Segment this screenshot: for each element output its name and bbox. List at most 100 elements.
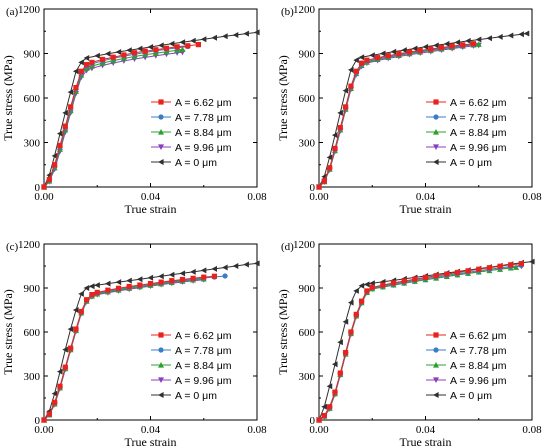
y-tick-label: 600 <box>24 93 41 105</box>
legend-marker <box>158 392 164 398</box>
data-point <box>359 60 365 66</box>
data-point <box>62 364 68 370</box>
data-point <box>433 273 439 279</box>
legend-marker <box>433 377 439 383</box>
data-point <box>254 29 260 36</box>
data-point <box>326 154 333 161</box>
data-point <box>41 417 47 423</box>
legend-marker <box>158 144 164 150</box>
legend-item: A = 0 μm <box>151 157 217 169</box>
data-point <box>89 59 95 65</box>
y-tick-label: 0 <box>35 182 41 194</box>
chart-panel-1: 0 300 600 900 1200 0.00 0.04 0.08 True strain Tru… <box>1 4 267 216</box>
y-tick-label: 900 <box>24 283 41 295</box>
data-point <box>348 329 354 335</box>
data-point <box>200 267 207 274</box>
y-tick-label: 600 <box>24 327 41 339</box>
data-point <box>363 281 370 288</box>
series-line <box>43 275 215 421</box>
legend-item: A = 0 μm <box>151 390 217 402</box>
y-tick-label: 0 <box>35 415 41 427</box>
legend-label: A = 7.78 μm <box>175 345 232 357</box>
data-point <box>443 40 450 47</box>
data-point <box>337 125 343 131</box>
legend-label: A = 6.62 μm <box>175 97 232 109</box>
data-point <box>222 33 228 40</box>
data-point <box>327 165 333 171</box>
series-line <box>318 33 527 188</box>
x-tick-label: 0.04 <box>416 191 436 203</box>
data-point <box>110 54 116 60</box>
data-point <box>254 260 260 267</box>
data-point <box>243 30 249 37</box>
legend-item: A = 6.62 μm <box>151 97 232 109</box>
data-point <box>51 152 58 159</box>
data-point <box>222 273 228 279</box>
data-point <box>331 361 338 368</box>
chart-panel-4: 0 300 600 900 1200 0.00 0.04 0.08 True strain Tru… <box>276 239 542 447</box>
legend-label: A = 7.78 μm <box>175 112 232 124</box>
y-axis-label: True stress (MPa) <box>276 55 290 141</box>
data-point <box>67 326 74 333</box>
data-point <box>385 53 391 59</box>
data-point <box>56 130 63 137</box>
data-point <box>454 39 461 46</box>
data-point <box>84 297 90 303</box>
legend-marker <box>158 114 164 120</box>
panel-label: (b) <box>281 6 294 18</box>
data-point <box>158 42 164 49</box>
x-tick-label: 0.04 <box>141 191 161 203</box>
x-axis-label: True strain <box>400 202 452 216</box>
y-axis-label: True stress (MPa) <box>276 289 290 375</box>
data-point <box>337 370 343 376</box>
data-point <box>211 273 217 279</box>
data-point <box>422 43 429 50</box>
data-point <box>94 282 100 289</box>
legend-label: A = 8.84 μm <box>175 127 232 139</box>
data-point <box>401 278 407 284</box>
data-point <box>56 368 63 375</box>
y-tick-label: 300 <box>299 138 316 150</box>
data-point <box>337 109 343 116</box>
data-point <box>99 56 106 63</box>
data-point <box>438 44 445 51</box>
data-point <box>513 264 520 270</box>
legend-item: A = 7.78 μm <box>426 112 507 124</box>
legend-label: A = 9.96 μm <box>450 375 507 387</box>
x-tick-label: 0.08 <box>247 424 267 436</box>
data-point <box>78 59 84 66</box>
data-point <box>428 46 434 52</box>
data-point <box>163 45 170 51</box>
data-point <box>62 109 68 116</box>
legend-marker <box>158 159 164 165</box>
data-point <box>46 176 52 183</box>
y-tick-label: 900 <box>299 283 316 295</box>
data-point <box>179 270 186 277</box>
data-point <box>126 47 132 54</box>
data-point <box>153 47 159 53</box>
data-point <box>222 264 228 271</box>
data-point <box>486 265 492 271</box>
data-point <box>486 35 492 42</box>
data-point <box>316 184 322 190</box>
data-point <box>190 268 196 275</box>
legend-item: A = 9.96 μm <box>426 375 507 387</box>
legend-marker <box>433 392 439 398</box>
data-point <box>174 44 180 50</box>
data-point <box>121 52 127 58</box>
data-point <box>73 326 79 332</box>
data-point <box>396 51 402 57</box>
data-point <box>169 278 175 284</box>
data-point <box>243 261 249 268</box>
data-point <box>390 280 397 286</box>
data-point <box>52 162 58 168</box>
panel-label: (a) <box>6 6 19 18</box>
data-point <box>508 262 514 268</box>
data-point <box>72 68 79 75</box>
data-point <box>475 36 482 43</box>
data-point <box>131 50 138 56</box>
legend-marker <box>433 144 439 150</box>
data-point <box>518 31 524 38</box>
legend-marker <box>433 332 439 338</box>
data-point <box>401 47 407 54</box>
